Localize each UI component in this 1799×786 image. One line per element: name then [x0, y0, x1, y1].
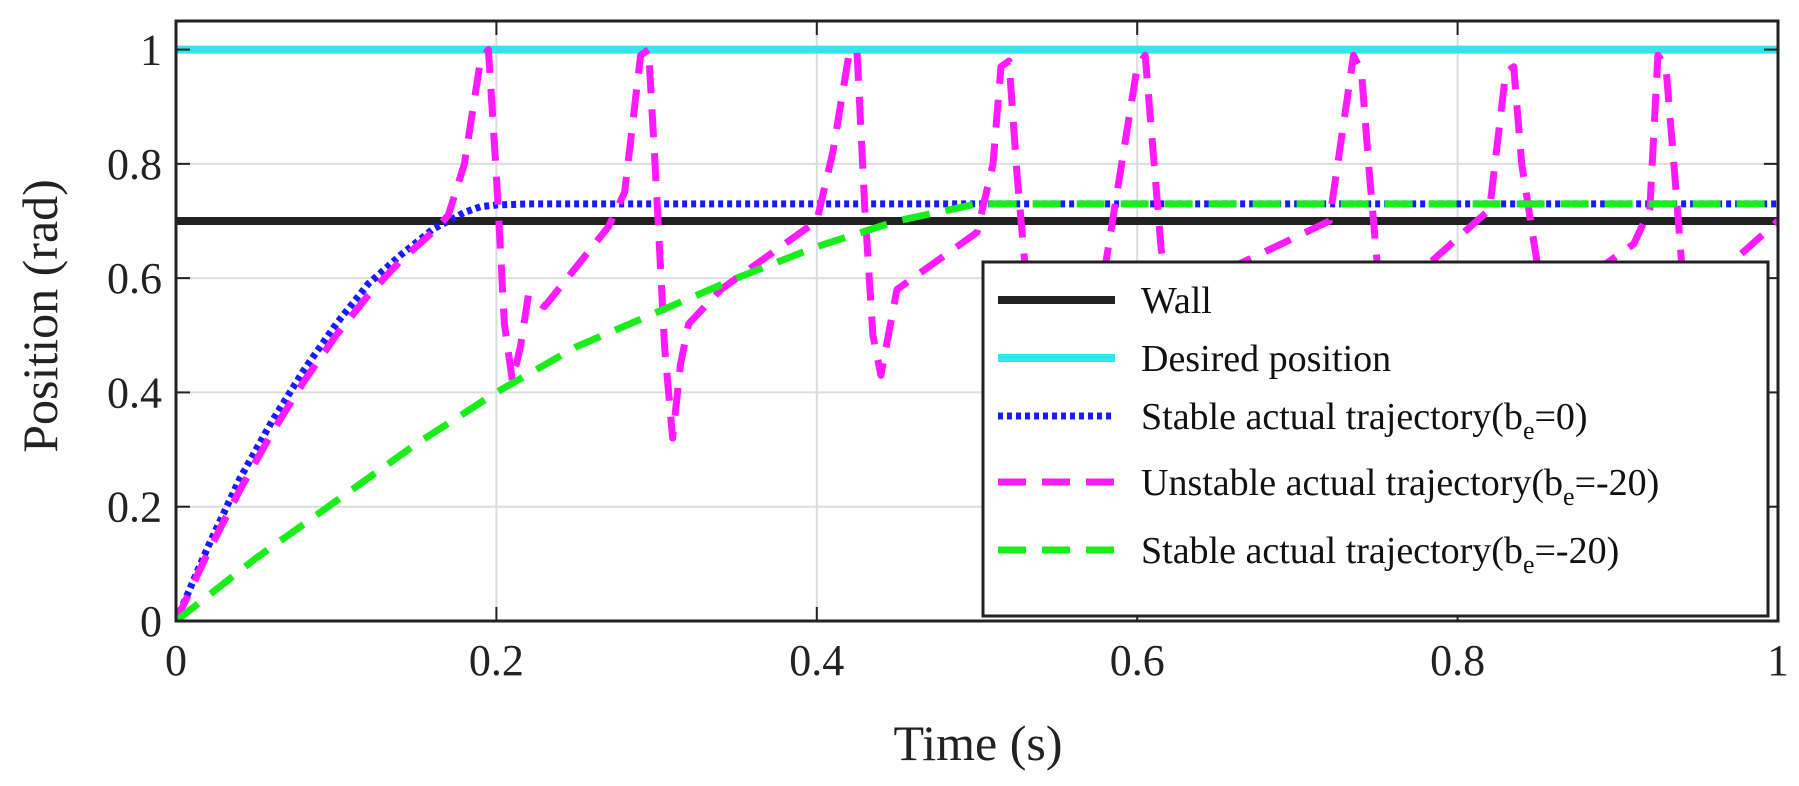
plot-frame: [174, 19, 1780, 623]
x-tick-label-2: 0.4: [789, 636, 844, 685]
y-tick-label-0: 0: [140, 597, 162, 646]
x-tick-label-3: 0.6: [1110, 636, 1165, 685]
y-tick-label-2: 0.4: [107, 368, 162, 417]
legend-label-3: Unstable actual trajectory(be=-20): [1141, 462, 1659, 511]
ticks: 0 0.2 0.4 0.6 0.8 1 0 0.2 0.4 0.6 0.8 1: [107, 21, 1789, 685]
series-layer: [176, 45, 1778, 621]
y-tick-label-5: 1: [140, 26, 162, 75]
legend-label-1: Desired position: [1141, 338, 1391, 380]
x-tick-label-1: 0.2: [469, 636, 524, 685]
x-tick-label-5: 1: [1767, 636, 1789, 685]
series-line-4: [176, 200, 1778, 621]
y-tick-label-1: 0.2: [107, 483, 162, 532]
x-tick-label-0: 0: [165, 636, 187, 685]
x-tick-label-4: 0.8: [1430, 636, 1485, 685]
legend: Wall Desired position Stable actual trajec…: [981, 260, 1770, 618]
y-tick-label-4: 0.8: [107, 140, 162, 189]
legend-label-2: Stable actual trajectory(be=0): [1141, 396, 1588, 445]
series-line-3: [176, 46, 1778, 621]
legend-label-0: Wall: [1141, 280, 1212, 322]
legend-label-4: Stable actual trajectory(be=-20): [1141, 530, 1619, 579]
y-axis-label: Position (rad): [12, 179, 68, 453]
series-group: [176, 45, 1778, 621]
x-axis-label: Time (s): [893, 715, 1062, 771]
y-tick-label-3: 0.6: [107, 254, 162, 303]
legend-box: [981, 260, 1770, 618]
